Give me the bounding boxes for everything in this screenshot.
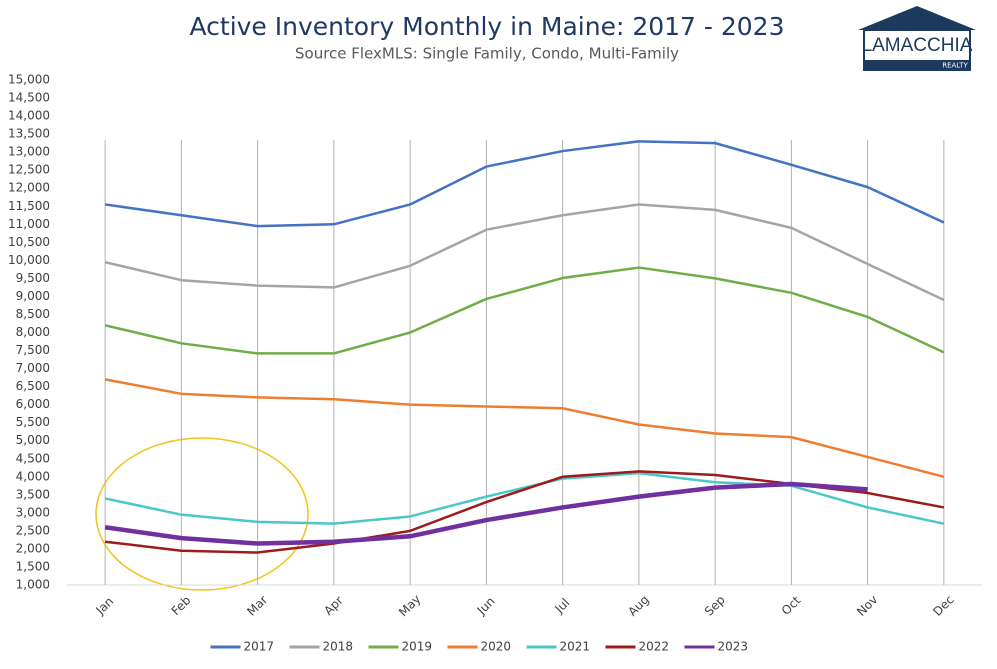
y-tick-label: 4,500 <box>16 451 50 465</box>
legend-label: 2017 <box>244 640 275 654</box>
y-tick-label: 8,500 <box>16 307 50 321</box>
legend-label: 2019 <box>402 640 433 654</box>
y-tick-label: 11,500 <box>8 199 50 213</box>
legend-label: 2022 <box>639 640 670 654</box>
y-tick-label: 7,000 <box>16 361 50 375</box>
y-tick-label: 15,000 <box>8 73 50 87</box>
x-tick-label: Jan <box>93 594 117 618</box>
series-line <box>104 471 945 525</box>
y-tick-label: 12,500 <box>8 163 50 177</box>
series-line <box>104 266 945 355</box>
y-tick-label: 8,000 <box>16 325 50 339</box>
y-tick-label: 14,500 <box>8 91 50 105</box>
x-tick-label: Mar <box>244 593 270 619</box>
legend-label: 2023 <box>718 640 749 654</box>
x-tick-label: Dec <box>930 592 956 618</box>
y-tick-label: 5,500 <box>16 415 50 429</box>
legend-label: 2021 <box>560 640 591 654</box>
y-tick-label: 1,500 <box>16 559 50 573</box>
x-tick-label: Aug <box>625 592 651 618</box>
x-tick-label: Sep <box>702 593 728 619</box>
legend-label: 2020 <box>481 640 512 654</box>
x-tick-label: Jul <box>551 596 572 617</box>
x-tick-label: Apr <box>321 593 346 618</box>
y-tick-label: 10,000 <box>8 253 50 267</box>
y-tick-label: 14,000 <box>8 109 50 123</box>
chart-subtitle: Source FlexMLS: Single Family, Condo, Mu… <box>295 45 679 63</box>
x-tick-label: May <box>396 592 423 619</box>
x-tick-label: Oct <box>779 593 804 618</box>
y-tick-label: 2,500 <box>16 523 50 537</box>
y-tick-label: 9,000 <box>16 289 50 303</box>
series-line <box>104 203 945 302</box>
y-tick-label: 4,000 <box>16 469 50 483</box>
logo-tagline: REALTY <box>942 62 968 70</box>
x-tick-label: Jun <box>474 594 498 618</box>
y-tick-label: 1,000 <box>16 578 50 592</box>
y-tick-label: 9,500 <box>16 271 50 285</box>
y-tick-label: 6,500 <box>16 379 50 393</box>
y-tick-label: 5,000 <box>16 433 50 447</box>
series-line <box>104 140 945 228</box>
x-tick-label: Feb <box>169 593 194 618</box>
x-tick-label: Nov <box>854 592 880 618</box>
highlight-circle <box>95 437 309 591</box>
y-tick-label: 7,500 <box>16 343 50 357</box>
logo: LAMACCHIA REALTY <box>858 6 976 71</box>
y-tick-label: 13,500 <box>8 127 50 141</box>
series-line <box>104 481 868 546</box>
chart-title: Active Inventory Monthly in Maine: 2017 … <box>189 12 784 41</box>
legend-label: 2018 <box>323 640 354 654</box>
y-tick-label: 3,500 <box>16 487 50 501</box>
y-tick-label: 11,000 <box>8 217 50 231</box>
logo-name: LAMACCHIA <box>862 35 973 56</box>
y-tick-label: 3,000 <box>16 505 50 519</box>
y-tick-label: 6,000 <box>16 397 50 411</box>
y-tick-label: 12,000 <box>8 181 50 195</box>
series-line <box>104 378 945 478</box>
logo-roof <box>858 6 976 30</box>
y-tick-label: 10,500 <box>8 235 50 249</box>
y-tick-label: 2,000 <box>16 541 50 555</box>
logo-band <box>864 60 970 70</box>
y-tick-label: 13,000 <box>8 145 50 159</box>
